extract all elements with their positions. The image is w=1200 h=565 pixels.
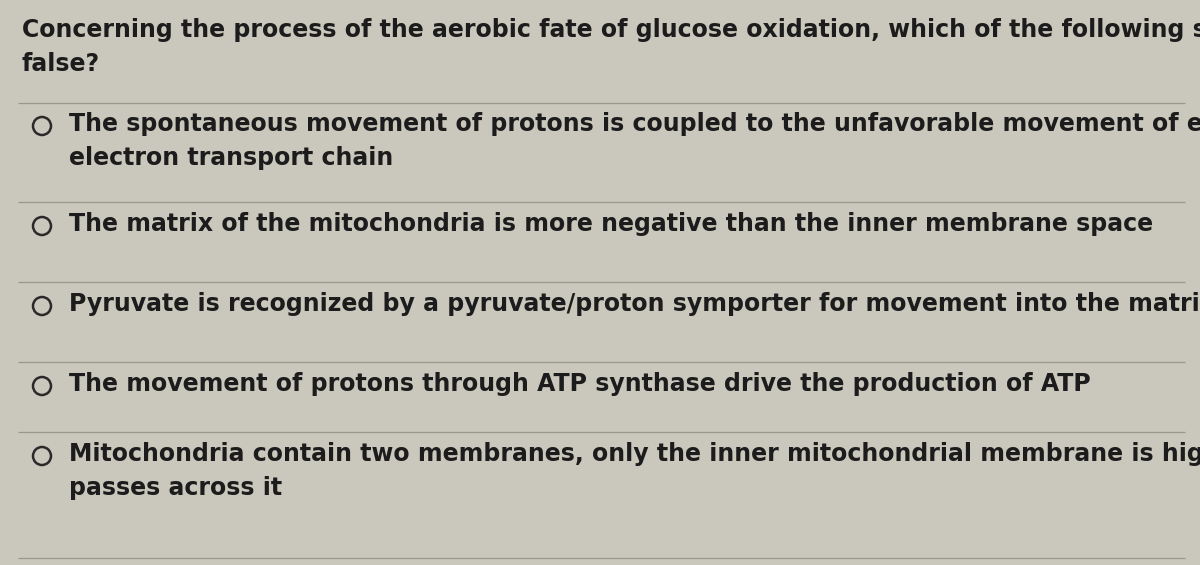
Text: false?: false? [22,52,100,76]
Text: The matrix of the mitochondria is more negative than the inner membrane space: The matrix of the mitochondria is more n… [70,212,1153,236]
Text: The spontaneous movement of protons is coupled to the unfavorable movement of el: The spontaneous movement of protons is c… [70,112,1200,171]
Text: The movement of protons through ATP synthase drive the production of ATP: The movement of protons through ATP synt… [70,372,1091,396]
Text: Pyruvate is recognized by a pyruvate/proton symporter for movement into the matr: Pyruvate is recognized by a pyruvate/pro… [70,292,1200,316]
Text: Mitochondria contain two membranes, only the inner mitochondrial membrane is hig: Mitochondria contain two membranes, only… [70,442,1200,501]
Text: Concerning the process of the aerobic fate of glucose oxidation, which of the fo: Concerning the process of the aerobic fa… [22,18,1200,42]
